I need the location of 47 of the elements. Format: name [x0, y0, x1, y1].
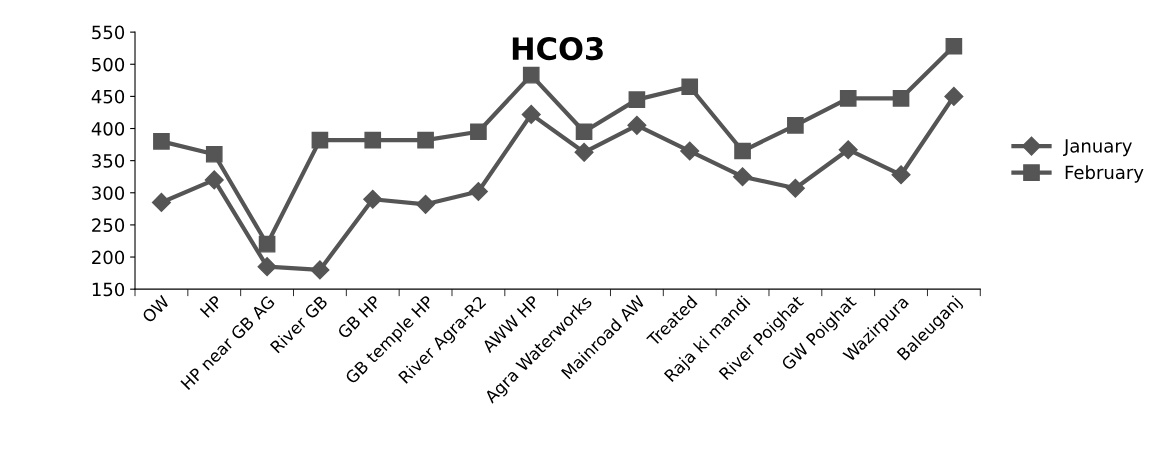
point [575, 123, 593, 141]
y-tick-label: 400 [91, 121, 125, 136]
point [733, 167, 753, 187]
y-tick-label: 450 [91, 89, 125, 104]
y-tick-label: 200 [92, 250, 125, 265]
point [205, 145, 223, 163]
point [468, 181, 488, 202]
point [258, 235, 276, 253]
legend-label: January [1063, 139, 1132, 157]
point [734, 142, 751, 160]
point [311, 131, 329, 149]
point [681, 78, 699, 96]
point [416, 194, 436, 214]
point [838, 140, 858, 160]
x-tick-label: OW [141, 294, 171, 324]
y-tick-label: 250 [92, 218, 125, 233]
point [785, 178, 805, 198]
point [787, 116, 804, 134]
point [521, 104, 541, 124]
point [470, 123, 487, 141]
point [153, 133, 170, 150]
x-tick-label: HP [199, 294, 223, 318]
point [364, 131, 382, 149]
point [257, 257, 277, 277]
point [944, 86, 964, 106]
point [627, 115, 647, 135]
point [839, 89, 857, 107]
point [892, 89, 910, 107]
point [522, 66, 540, 84]
point [628, 91, 646, 108]
point [151, 192, 171, 212]
point [574, 142, 594, 162]
point [310, 260, 330, 280]
point [891, 165, 911, 185]
point [204, 170, 224, 190]
chart-title: HCO3 [512, 37, 603, 61]
y-tick-label: 150 [92, 282, 125, 297]
point [680, 141, 700, 161]
legend-label: February [1065, 165, 1144, 183]
y-tick-label: 500 [92, 57, 125, 72]
point [417, 131, 434, 149]
point [945, 37, 963, 55]
y-tick-label: 350 [92, 154, 125, 168]
point [363, 189, 383, 209]
x-tick-label: GB HP [336, 294, 382, 340]
y-tick-label: 300 [92, 186, 125, 200]
y-tick-label: 550 [92, 25, 125, 40]
